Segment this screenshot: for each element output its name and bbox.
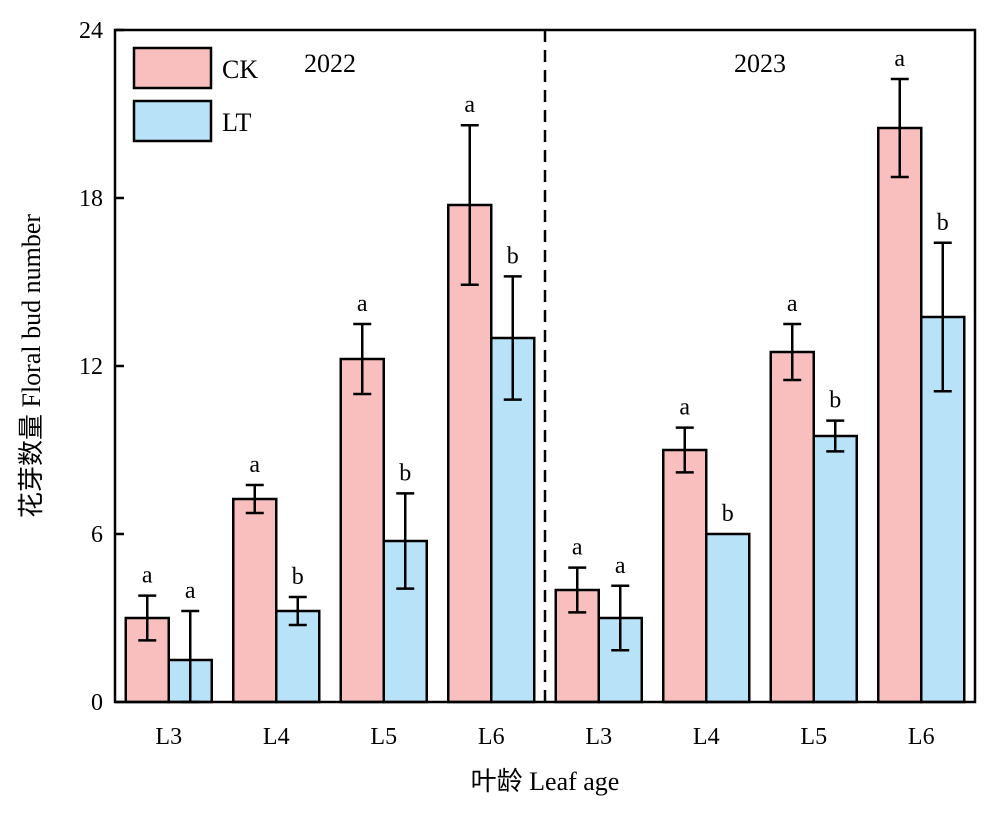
significance-labels-layer: a a a b a b a b a a a b a b a b [142, 46, 949, 604]
bar-lt-2023-l4 [705, 532, 751, 704]
error-bar-lt-2022-l4 [288, 595, 307, 627]
significance-label-lt-2022-l3: a [185, 578, 196, 604]
y-tick-label-18: 18 [79, 186, 103, 212]
panel-label-2023: 2023 [734, 49, 786, 78]
significance-label-lt-2022-l5: b [399, 460, 411, 486]
error-bar-ck-2022-l5 [353, 322, 372, 396]
axes-layer: L3 L4 L5 L6 L3 L4 L5 L6 0 6 12 18 24 [79, 18, 977, 750]
x-tick-label-2022-l5: L5 [370, 724, 397, 750]
significance-label-ck-2022-l3: a [142, 563, 153, 589]
significance-label-lt-2023-l6: b [937, 210, 949, 236]
error-bar-ck-2023-l6 [890, 77, 909, 179]
bar-ck-2022-l4 [232, 497, 278, 704]
significance-label-ck-2022-l6: a [464, 92, 475, 118]
significance-label-lt-2022-l6: b [507, 243, 519, 269]
significance-label-ck-2022-l5: a [357, 291, 368, 317]
legend-swatch-ck [132, 46, 213, 90]
y-tick-label-6: 6 [91, 522, 103, 548]
y-tick-label-0: 0 [91, 690, 103, 716]
legend-label-ck: CK [222, 55, 258, 84]
y-tick-label-12: 12 [79, 354, 103, 380]
bar-ck-2022-l5 [339, 357, 385, 704]
significance-label-ck-2022-l4: a [249, 452, 260, 478]
bar-lt-2022-l4 [275, 609, 321, 704]
legend: CK LT [132, 46, 258, 143]
bar-ck-2023-l4 [662, 448, 708, 704]
x-tick-label-2022-l3: L3 [155, 724, 182, 750]
x-tick-label-2022-l6: L6 [478, 724, 505, 750]
significance-label-ck-2023-l3: a [572, 535, 583, 561]
error-bar-ck-2023-l5 [783, 322, 802, 382]
bar-ck-2023-l5 [769, 350, 815, 704]
significance-label-lt-2023-l5: b [829, 388, 841, 414]
y-tick-label-24: 24 [79, 18, 103, 44]
legend-swatch-lt [132, 99, 213, 143]
panel-label-2022: 2022 [304, 49, 356, 78]
error-bar-lt-2022-l6 [503, 275, 522, 401]
error-bar-ck-2022-l3 [138, 594, 157, 642]
error-bar-lt-2023-l6 [933, 241, 952, 393]
x-tick-label-2023-l3: L3 [585, 724, 612, 750]
error-bar-lt-2023-l3 [611, 584, 630, 652]
x-axis-label: 叶龄 Leaf age [471, 767, 620, 796]
legend-label-lt: LT [222, 108, 251, 137]
significance-label-ck-2023-l4: a [679, 395, 690, 421]
x-tick-label-2023-l4: L4 [693, 724, 720, 750]
significance-label-lt-2023-l3: a [615, 553, 626, 579]
x-tick-label-2023-l6: L6 [908, 724, 935, 750]
significance-label-lt-2022-l4: b [292, 564, 304, 590]
error-bar-lt-2022-l5 [396, 492, 415, 590]
error-bar-lt-2023-l5 [826, 419, 845, 453]
significance-label-lt-2023-l4: b [722, 501, 734, 527]
significance-label-ck-2023-l5: a [787, 291, 798, 317]
error-bar-ck-2022-l4 [245, 483, 264, 515]
significance-label-ck-2023-l6: a [894, 46, 905, 72]
bar-ck-2023-l6 [877, 126, 923, 704]
y-axis-label: 花芽数量 Floral bud number [17, 214, 46, 518]
x-tick-label-2022-l4: L4 [263, 724, 290, 750]
bar-lt-2023-l5 [812, 434, 858, 704]
x-tick-label-2023-l5: L5 [800, 724, 827, 750]
error-bar-ck-2023-l3 [568, 566, 587, 614]
error-bar-ck-2023-l4 [675, 426, 694, 474]
error-bar-ck-2022-l6 [460, 123, 479, 287]
